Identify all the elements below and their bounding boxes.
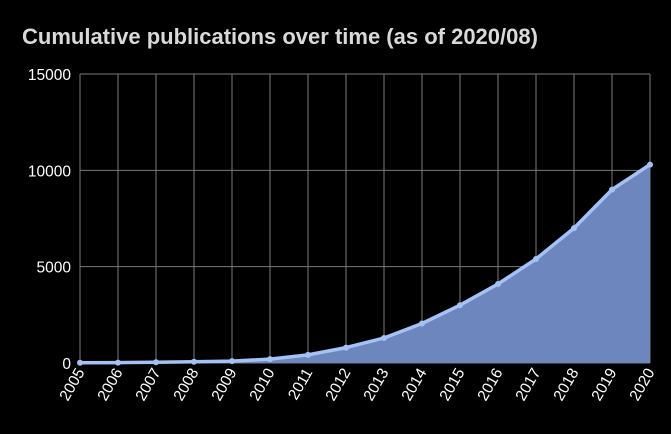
x-tick-label: 2017 [512,366,544,404]
data-point [609,186,615,193]
x-axis: 2005 2006 2007 2008 2009 2010 2011 2012 2013 2014… [56,365,658,404]
grid [79,73,651,364]
y-tick-label: 0 [62,356,71,373]
x-tick-label: 2018 [550,366,582,404]
data-point [343,344,349,351]
data-point [305,351,311,358]
data-point [457,302,463,309]
y-tick-label: 5000 [37,260,72,277]
data-point [267,356,273,363]
data-point [115,359,121,366]
points-layer [77,161,653,366]
x-tick-label: 2005 [56,366,88,404]
data-point [571,225,577,232]
series-line [78,162,652,365]
y-axis: 0 5000 10000 15000 [28,67,71,373]
x-tick-label: 2014 [398,365,430,404]
x-tick-label: 2011 [285,366,316,403]
area-layer [80,164,650,363]
data-point [153,359,159,366]
x-tick-label: 2015 [436,366,468,404]
series-area [80,164,650,363]
x-tick-label: 2006 [94,366,126,404]
data-point [533,256,539,262]
data-point [191,358,197,365]
data-point [495,281,501,287]
data-point [381,335,387,341]
data-point [77,359,83,366]
x-tick-label: 2009 [208,366,240,404]
data-point [419,320,425,327]
x-tick-label: 2013 [360,366,392,404]
chart-title: Cumulative publications over time (as of… [22,24,538,49]
data-point [229,358,235,365]
line-layer [78,162,652,365]
x-tick-label: 2010 [246,365,278,404]
x-tick-label: 2016 [474,366,506,404]
x-tick-label: 2019 [588,366,620,404]
x-tick-label: 2007 [132,366,164,404]
data-point [647,161,653,168]
x-tick-label: 2008 [170,366,202,404]
x-tick-label: 2012 [322,366,354,404]
y-tick-label: 10000 [28,163,71,180]
y-tick-label: 15000 [28,67,71,84]
x-tick-label: 2020 [626,365,658,404]
